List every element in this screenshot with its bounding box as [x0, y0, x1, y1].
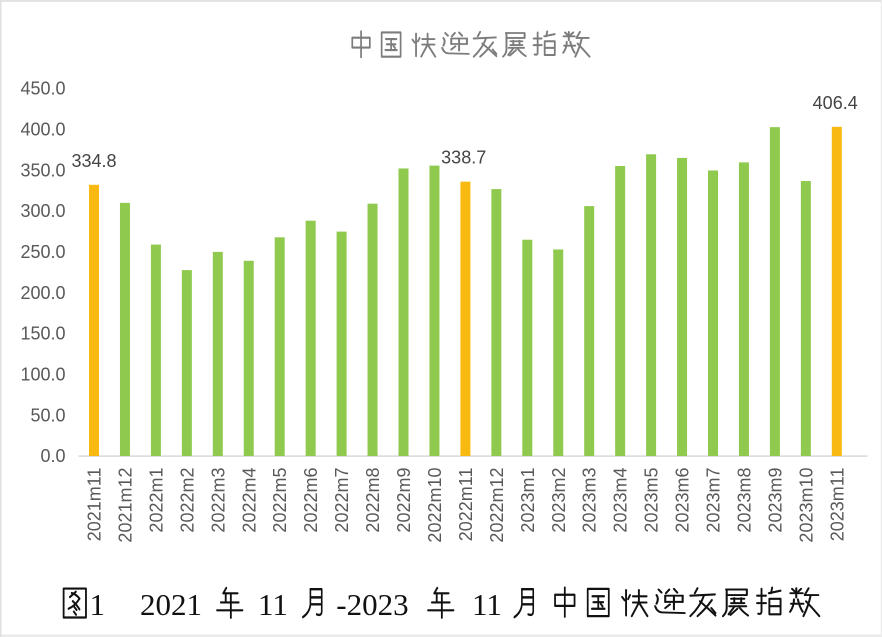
svg-text:2022m4: 2022m4 — [239, 468, 259, 533]
svg-text:2023m5: 2023m5 — [642, 468, 662, 533]
svg-text:200.0: 200.0 — [20, 283, 65, 303]
svg-text:2021m11: 2021m11 — [85, 468, 105, 542]
svg-text:2022m3: 2022m3 — [208, 468, 228, 533]
svg-text:2022m1: 2022m1 — [146, 468, 166, 533]
svg-text:2023m7: 2023m7 — [704, 468, 724, 533]
svg-text:2023m11: 2023m11 — [827, 468, 847, 542]
svg-text:2022m5: 2022m5 — [270, 468, 290, 533]
svg-text:2023m1: 2023m1 — [518, 468, 538, 533]
svg-text:150.0: 150.0 — [20, 324, 65, 344]
svg-text:406.4: 406.4 — [813, 93, 858, 113]
svg-text:2022m2: 2022m2 — [177, 468, 197, 533]
svg-text:100.0: 100.0 — [20, 365, 65, 385]
svg-text:338.7: 338.7 — [441, 148, 486, 168]
svg-text:2021m12: 2021m12 — [115, 468, 135, 543]
svg-text:2022m8: 2022m8 — [363, 468, 383, 533]
svg-text:2023m10: 2023m10 — [796, 468, 816, 543]
svg-text:0.0: 0.0 — [40, 446, 65, 466]
svg-text:1: 1 — [90, 587, 106, 622]
svg-text:2023m8: 2023m8 — [734, 468, 754, 533]
svg-text:2023m9: 2023m9 — [765, 468, 785, 533]
svg-text:-2023: -2023 — [336, 587, 408, 622]
svg-text:11: 11 — [472, 587, 502, 622]
svg-text:2023m6: 2023m6 — [673, 468, 693, 533]
svg-text:334.8: 334.8 — [71, 151, 116, 171]
svg-text:2022m12: 2022m12 — [487, 468, 507, 543]
svg-text:2023m2: 2023m2 — [549, 468, 569, 533]
svg-text:450.0: 450.0 — [20, 79, 65, 99]
svg-text:300.0: 300.0 — [20, 201, 65, 221]
svg-text:250.0: 250.0 — [20, 242, 65, 262]
svg-text:50.0: 50.0 — [30, 405, 65, 425]
svg-text:2022m10: 2022m10 — [425, 468, 445, 543]
svg-text:11: 11 — [258, 587, 288, 622]
svg-text:2022m7: 2022m7 — [332, 468, 352, 533]
svg-text:2022m6: 2022m6 — [301, 468, 321, 533]
svg-text:400.0: 400.0 — [20, 120, 65, 140]
svg-text:2022m11: 2022m11 — [456, 468, 476, 542]
svg-text:350.0: 350.0 — [20, 160, 65, 180]
svg-text:2023m4: 2023m4 — [611, 468, 631, 533]
svg-text:2021: 2021 — [140, 587, 202, 622]
svg-text:2023m3: 2023m3 — [580, 468, 600, 533]
svg-text:2022m9: 2022m9 — [394, 468, 414, 533]
